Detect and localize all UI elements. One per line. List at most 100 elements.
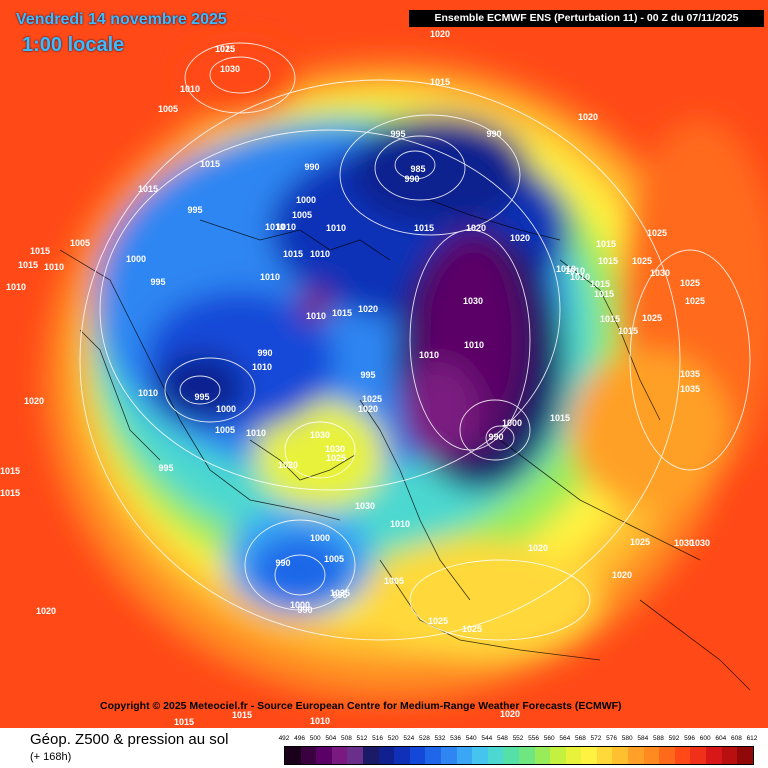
pressure-label: 1025	[680, 278, 700, 288]
pressure-label: 1000	[216, 404, 236, 414]
pressure-label: 1020	[500, 709, 520, 719]
pressure-label: 1015	[600, 314, 620, 324]
pressure-label: 1015	[232, 710, 252, 720]
forecast-date: Vendredi 14 novembre 2025	[16, 11, 227, 28]
pressure-label: 1010	[252, 362, 272, 372]
pressure-label: 990	[486, 129, 501, 139]
pressure-label: 1010	[265, 222, 285, 232]
pressure-label: 1015	[174, 717, 194, 727]
pressure-label: 985	[410, 164, 425, 174]
colorbar-swatch	[596, 747, 613, 764]
pressure-label: 1025	[462, 624, 482, 634]
colorbar-tick-label: 528	[418, 735, 430, 742]
colorbar-tick-label: 532	[434, 735, 446, 742]
pressure-label: 1010	[464, 340, 484, 350]
pressure-label: 995	[194, 392, 209, 402]
pressure-label: 1015	[138, 184, 158, 194]
colorbar-tick-label: 588	[652, 735, 664, 742]
pressure-label: 1015	[598, 256, 618, 266]
colorbar-tick-label: 540	[465, 735, 477, 742]
legend-title: Géop. Z500 & pression au sol	[30, 731, 229, 748]
colorbar-swatch	[331, 747, 348, 764]
pressure-label: 1015	[414, 223, 434, 233]
colorbar-ticks: 492 496 500 504 508 512 516 520 524 528 532 536 540 5…	[279, 735, 758, 745]
colorbar-swatch	[347, 747, 363, 764]
z500-colorbar	[284, 746, 754, 765]
colorbar-swatch	[581, 747, 597, 764]
colorbar-swatch	[285, 747, 301, 764]
pressure-label: 990	[304, 162, 319, 172]
colorbar-tick-label: 508	[340, 735, 352, 742]
pressure-label: 1020	[24, 396, 44, 406]
pressure-label: 1025	[685, 296, 705, 306]
pressure-label: 1010	[419, 350, 439, 360]
pressure-label: 1010	[306, 311, 326, 321]
colorbar-swatch	[737, 747, 753, 764]
colorbar-tick-label: 492	[278, 735, 290, 742]
colorbar-tick-label: 520	[387, 735, 399, 742]
colorbar-swatch	[378, 747, 395, 764]
pressure-label: 1010	[310, 249, 330, 259]
colorbar-tick-label: 608	[730, 735, 742, 742]
colorbar-swatch	[612, 747, 629, 764]
colorbar-swatch	[440, 747, 457, 764]
colorbar-tick-label: 536	[450, 735, 462, 742]
pressure-label: 1010	[180, 84, 200, 94]
colorbar-swatch	[487, 747, 504, 764]
colorbar-tick-label: 556	[528, 735, 540, 742]
pressure-label: 995	[360, 370, 375, 380]
pressure-label: 1020	[358, 404, 378, 414]
pressure-label: 1020	[578, 112, 598, 122]
colorbar-swatch	[362, 747, 379, 764]
pressure-label: 1025	[630, 537, 650, 547]
colorbar-swatch	[550, 747, 566, 764]
colorbar-tick-label: 568	[574, 735, 586, 742]
pressure-label: 1015	[18, 260, 38, 270]
colorbar-tick-label: 580	[621, 735, 633, 742]
colorbar-tick-label: 552	[512, 735, 524, 742]
pressure-label: 1030	[325, 444, 345, 454]
pressure-label: 1035	[680, 369, 700, 379]
colorbar-swatch	[456, 747, 473, 764]
pressure-label: 1035	[330, 588, 350, 598]
pressure-label: 1015	[618, 326, 638, 336]
pressure-label: 1015	[200, 159, 220, 169]
pressure-label: 1015	[596, 239, 616, 249]
colorbar-swatch	[674, 747, 691, 764]
copyright-notice: Copyright © 2025 Meteociel.fr - Source E…	[100, 700, 622, 712]
pressure-label: 1025	[428, 616, 448, 626]
colorbar-swatch	[565, 747, 582, 764]
pressure-label: 995	[332, 590, 347, 600]
pressure-label: 1015	[215, 44, 235, 54]
pressure-label: 1010	[246, 428, 266, 438]
pressure-label: 1010	[390, 519, 410, 529]
pressure-label: 1010	[570, 272, 590, 282]
pressure-label: 1030	[355, 501, 375, 511]
pressure-label: 1020	[430, 29, 450, 39]
colorbar-swatch	[409, 747, 426, 764]
pressure-label: 1010	[310, 716, 330, 726]
forecast-local-time: 1:00 locale	[22, 34, 125, 56]
colorbar-swatch	[503, 747, 519, 764]
pressure-label: 1015	[590, 279, 610, 289]
colorbar-tick-label: 596	[684, 735, 696, 742]
colorbar-tick-label: 560	[543, 735, 555, 742]
pressure-label: 990	[488, 432, 503, 442]
colorbar-tick-label: 600	[699, 735, 711, 742]
colorbar-swatch	[394, 747, 410, 764]
pressure-label: 1030	[650, 268, 670, 278]
colorbar-tick-label: 496	[294, 735, 306, 742]
colorbar-tick-label: 612	[746, 735, 758, 742]
colorbar-swatch	[472, 747, 488, 764]
colorbar-swatch	[534, 747, 551, 764]
pressure-label: 1015	[550, 413, 570, 423]
legend-forecast-hour: (+ 168h)	[30, 751, 72, 763]
pressure-label: 1000	[290, 600, 310, 610]
pressure-label: 1005	[158, 104, 178, 114]
pressure-label: 990	[404, 174, 419, 184]
pressure-label: 1030	[310, 430, 330, 440]
pressure-label: 1000	[126, 254, 146, 264]
colorbar-swatch	[659, 747, 675, 764]
pressure-label: 1010	[6, 282, 26, 292]
